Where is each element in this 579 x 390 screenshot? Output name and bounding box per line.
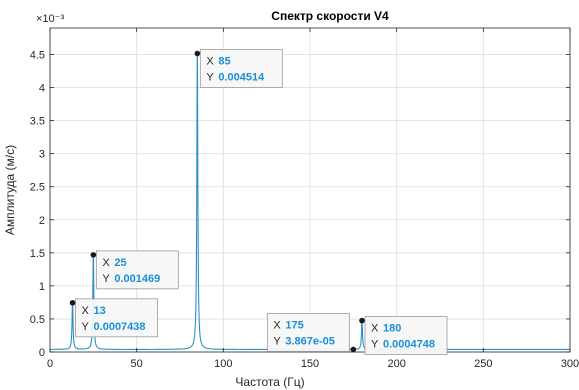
y-tick-label: 1 <box>39 281 45 293</box>
y-tick-label: 2.5 <box>30 182 45 194</box>
data-tip: X 180 Y 0.0004748 <box>359 316 448 356</box>
x-tick-label: 300 <box>561 358 579 370</box>
data-tip-y-key: Y <box>206 72 214 84</box>
y-tick-label: 0 <box>39 347 45 359</box>
y-tick-label: 1.5 <box>30 248 45 260</box>
data-tip-marker <box>359 317 365 324</box>
data-tip-y-value: 0.0007438 <box>94 321 146 333</box>
data-tip-box <box>75 298 158 338</box>
data-tip-x-key: X <box>82 305 90 317</box>
x-tick-label: 50 <box>131 358 143 370</box>
data-tip-x-value: 85 <box>218 56 230 68</box>
data-tips: X 13 Y 0.0007438 X 25 Y 0.001469 X 85 Y 0.004514 X 17… <box>69 49 448 356</box>
ticks: 0 50 100 150 200 250 300 0 0.5 1 1.5 2 2.5 3 3.5 4 4.5 <box>30 28 579 370</box>
data-tip: X 85 Y 0.004514 <box>194 49 283 88</box>
data-tip-y-key: Y <box>102 273 110 285</box>
data-tip-y-value: 0.004514 <box>218 72 265 84</box>
data-tip: X 175 Y 3.867e-05 <box>266 313 357 353</box>
data-tip-x-value: 180 <box>383 323 401 335</box>
data-tip-x-key: X <box>206 56 214 68</box>
y-axis-exponent-label: ×10⁻³ <box>36 13 64 25</box>
data-tip-y-key: Y <box>371 339 379 351</box>
data-tip-y-key: Y <box>273 335 281 347</box>
data-tip-x-value: 13 <box>94 305 106 317</box>
x-tick-label: 0 <box>47 358 53 370</box>
y-axis-label: Амплитуда (м/с) <box>3 145 17 235</box>
data-tip: X 13 Y 0.0007438 <box>69 298 158 338</box>
data-tip-marker <box>69 300 76 306</box>
chart-title: Спектр скорости V4 <box>271 9 389 23</box>
data-tip-x-value: 175 <box>285 319 303 331</box>
data-tip-box <box>364 316 448 356</box>
x-tick-label: 250 <box>474 358 492 370</box>
data-tip-marker <box>350 346 357 353</box>
data-tip-y-value: 3.867e-05 <box>285 335 335 347</box>
y-tick-label: 4.5 <box>30 49 45 61</box>
y-tick-label: 0.5 <box>30 314 45 326</box>
y-tick-label: 2 <box>39 215 45 227</box>
data-tip-x-value: 25 <box>114 257 126 269</box>
x-axis-label: Частота (Гц) <box>235 375 304 389</box>
data-tip: X 25 Y 0.001469 <box>90 250 179 290</box>
data-tip-y-key: Y <box>82 321 90 333</box>
data-tip-x-key: X <box>273 319 281 331</box>
data-tip-x-key: X <box>102 257 110 269</box>
y-tick-label: 3 <box>39 149 45 161</box>
x-tick-label: 200 <box>387 358 405 370</box>
data-tip-box <box>199 49 283 88</box>
x-tick-label: 150 <box>301 358 319 370</box>
data-tip-x-key: X <box>371 323 379 335</box>
y-tick-label: 4 <box>39 83 45 95</box>
x-tick-label: 100 <box>214 358 232 370</box>
data-tip-box <box>266 313 350 352</box>
data-tip-y-value: 0.0004748 <box>383 339 435 351</box>
data-tip-marker <box>90 252 97 258</box>
data-tip-marker <box>194 50 201 57</box>
data-tip-box <box>95 250 179 290</box>
data-tip-y-value: 0.001469 <box>114 273 160 285</box>
y-tick-label: 3.5 <box>30 116 45 128</box>
